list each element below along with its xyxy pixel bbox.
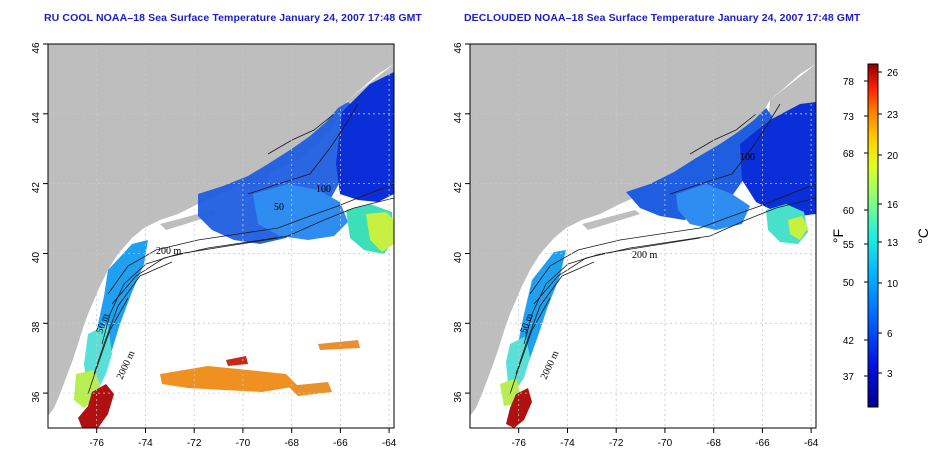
temperature-colorbar: 78 73 68 60 55 50 42 37 26 23 20 16 13 1… [830, 63, 942, 409]
celsius-tick: 3 [887, 369, 893, 380]
lon-tick-label: -74 [138, 438, 153, 449]
fahrenheit-tick: 50 [843, 278, 855, 289]
lon-tick-label: -66 [333, 438, 348, 449]
land-mass [48, 44, 394, 416]
graticule [470, 44, 816, 428]
left-panel-title: RU COOL NOAA–18 Sea Surface Temperature … [44, 12, 422, 24]
lat-tick-label: 38 [31, 321, 42, 333]
sst-warm-slope-east-core [366, 212, 394, 252]
celsius-tick: 26 [887, 68, 899, 79]
right-map-panel: 200 m 100 50 m 2000 m -76 -74 -72 -70 -6… [442, 42, 842, 464]
sst-gulf-of-maine [626, 108, 772, 220]
contour-label-100: 100 [316, 184, 331, 195]
lon-tick-label: -72 [187, 438, 202, 449]
colorbar-gradient [867, 63, 879, 408]
fahrenheit-tick: 78 [843, 77, 855, 88]
celsius-tick: 20 [887, 151, 899, 162]
right-panel-title: DECLOUDED NOAA–18 Sea Surface Temperatur… [464, 12, 861, 24]
fahrenheit-tick: 42 [843, 336, 855, 347]
lon-tick-label: -64 [804, 438, 819, 449]
lat-tick-label: 40 [453, 252, 464, 264]
sst-nova-scotia-shelf [336, 72, 394, 202]
lon-tick-label: -68 [706, 438, 721, 449]
sst-gulf-stream-patch-2 [288, 382, 332, 396]
right-sst-map: 200 m 100 50 m 2000 m -76 -74 -72 -70 -6… [453, 42, 819, 449]
lon-tick-label: -68 [284, 438, 299, 449]
bathymetry-contours [87, 103, 395, 395]
lat-tick-label: 42 [31, 182, 42, 194]
lat-tick-label: 46 [31, 42, 42, 54]
sst-gulf-stream-patch-3 [226, 356, 248, 366]
sst-warm-slope-east-core [788, 216, 808, 240]
fahrenheit-unit-label: °F [830, 229, 846, 243]
lat-tick-label: 46 [453, 42, 464, 54]
map-frame [47, 43, 395, 429]
celsius-unit-label: °C [915, 228, 931, 244]
contour-label-50: 50 [274, 202, 284, 213]
fahrenheit-tick: 60 [843, 206, 855, 217]
fahrenheit-tick: 73 [843, 112, 855, 123]
lon-tick-label: -76 [511, 438, 526, 449]
celsius-tick: 6 [887, 329, 893, 340]
lon-tick-label: -72 [609, 438, 624, 449]
left-map-panel: 200 m 100 50 50 m 2000 m -76 -74 -72 -70… [20, 42, 420, 464]
contour-label-200m: 200 m [156, 246, 182, 257]
lon-tick-label: -74 [560, 438, 575, 449]
lat-tick-label: 38 [453, 321, 464, 333]
contour-label-200m: 200 m [632, 250, 658, 261]
celsius-tick: 10 [887, 279, 899, 290]
lon-tick-label: -66 [755, 438, 770, 449]
land-mass [470, 44, 816, 416]
lat-tick-label: 44 [453, 112, 464, 124]
colorbar-svg: 78 73 68 60 55 50 42 37 26 23 20 16 13 1… [830, 63, 931, 408]
lat-tick-label: 36 [453, 391, 464, 403]
lat-tick-label: 44 [31, 112, 42, 124]
long-island [582, 210, 640, 230]
fahrenheit-tick: 55 [843, 240, 855, 251]
contour-label-100: 100 [740, 152, 755, 163]
fahrenheit-tick: 37 [843, 372, 855, 383]
sst-georges-bank [676, 184, 750, 230]
fahrenheit-tick: 68 [843, 149, 855, 160]
lat-tick-label: 40 [31, 252, 42, 264]
sst-gulf-stream-hatteras [78, 384, 114, 428]
celsius-tick: 13 [887, 238, 899, 249]
sst-nova-scotia-shelf [740, 102, 816, 216]
lon-tick-label: -76 [89, 438, 104, 449]
sst-georges-bank [253, 184, 348, 240]
lat-tick-label: 42 [453, 182, 464, 194]
lon-tick-label: -70 [236, 438, 251, 449]
celsius-tick: 23 [887, 110, 899, 121]
lon-tick-label: -70 [658, 438, 673, 449]
lon-tick-label: -64 [382, 438, 397, 449]
left-sst-map: 200 m 100 50 50 m 2000 m -76 -74 -72 -70… [31, 42, 397, 449]
map-frame [469, 43, 817, 429]
lat-tick-label: 36 [31, 391, 42, 403]
graticule [48, 44, 394, 428]
sst-gulf-stream-patch-4 [318, 340, 360, 350]
sst-gulf-stream-hatteras [506, 388, 532, 428]
celsius-tick: 16 [887, 200, 899, 211]
